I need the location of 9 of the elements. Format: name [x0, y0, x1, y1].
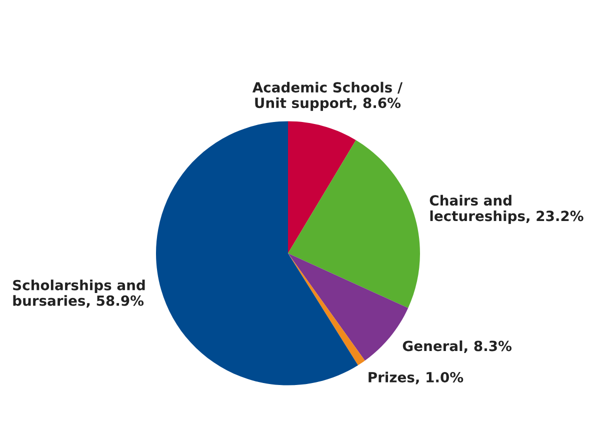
- slice-label: General, 8.3%: [402, 340, 512, 353]
- pie-slice: [288, 140, 420, 308]
- slice-label: Academic Schools / Unit support, 8.6%: [252, 82, 403, 111]
- pie-slice: [288, 253, 365, 366]
- slice-label: Scholarships and bursaries, 58.9%: [13, 280, 145, 308]
- slice-label: Prizes, 1.0%: [368, 372, 464, 384]
- slice-label: Chairs and lectureships, 23.2%: [430, 194, 584, 224]
- pie-slice: [288, 121, 356, 254]
- pie-slice: [156, 121, 358, 386]
